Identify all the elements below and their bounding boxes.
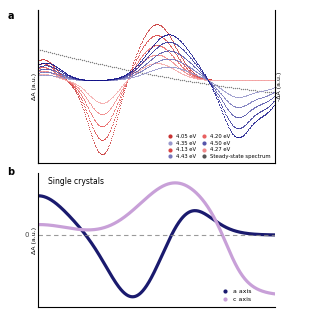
Y-axis label: ΔA (a.u.): ΔA (a.u.) [32,73,37,100]
Y-axis label: ΔA (a.u.): ΔA (a.u.) [32,227,37,253]
Text: 0: 0 [24,232,29,238]
Text: Single crystals: Single crystals [48,177,104,186]
Legend: 4.05 eV, 4.35 eV, 4.13 eV, 4.43 eV, 4.20 eV, 4.50 eV, 4.27 eV, Steady-state spec: 4.05 eV, 4.35 eV, 4.13 eV, 4.43 eV, 4.20… [163,133,273,161]
Text: b: b [8,167,15,177]
Text: a: a [8,11,14,21]
Y-axis label: -ΔA (a.u.): -ΔA (a.u.) [276,72,282,101]
Legend: a axis, c axis: a axis, c axis [217,287,253,304]
